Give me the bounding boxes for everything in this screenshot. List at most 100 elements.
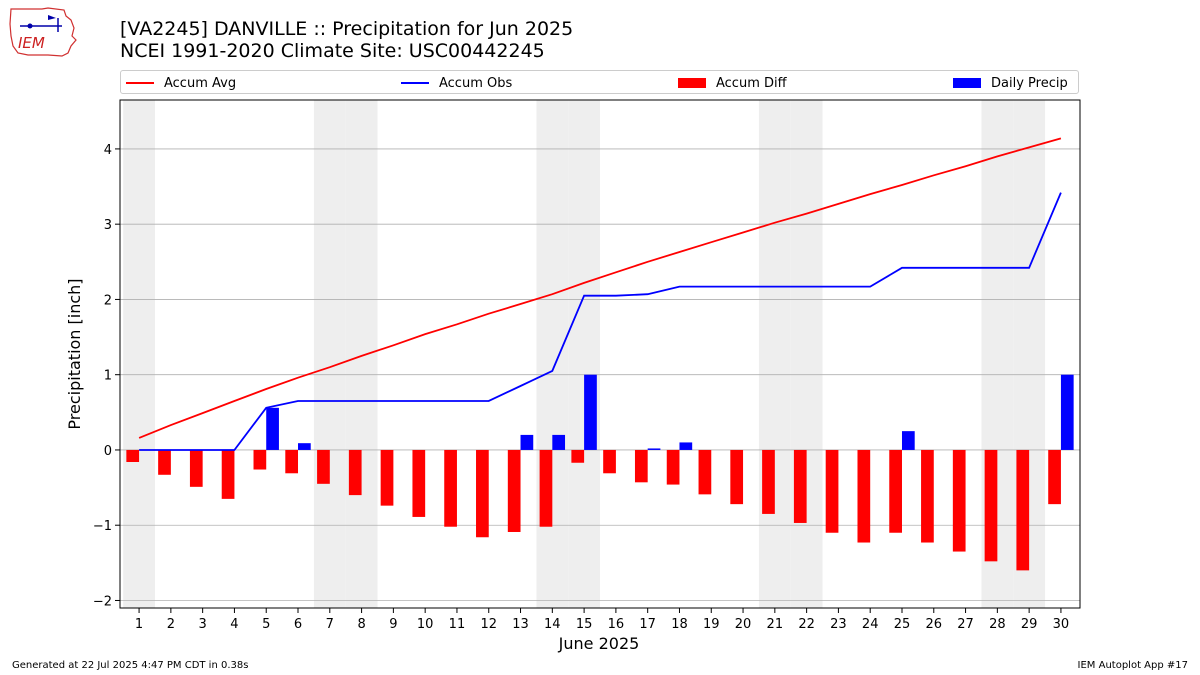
bar-daily-precip-day-25 <box>901 431 915 450</box>
legend-item-accum-avg: Accum Avg <box>126 71 236 95</box>
weekend-band-1 <box>123 100 155 608</box>
weekend-shading <box>123 100 1046 608</box>
chart-title: [VA2245] DANVILLE :: Precipitation for J… <box>120 18 574 40</box>
bar-daily-precip-day-6 <box>298 443 311 450</box>
bar-accum-diff-day-23 <box>825 449 839 533</box>
x-tick-label: 30 <box>1053 617 1070 632</box>
legend-label-accum-diff: Accum Diff <box>716 75 787 91</box>
x-tick-label: 17 <box>639 617 656 632</box>
weekend-band-14 <box>536 100 569 608</box>
x-tick-label: 10 <box>417 617 434 632</box>
bar-accum-diff-day-12 <box>476 449 489 538</box>
y-tick-label: −1 <box>93 519 112 534</box>
x-tick-label: 14 <box>544 617 561 632</box>
bar-accum-diff-day-21 <box>762 449 775 514</box>
x-tick-label: 12 <box>480 617 497 632</box>
bar-accum-diff-day-14 <box>539 449 553 527</box>
y-tick-label: 3 <box>104 218 112 233</box>
x-tick-label: 4 <box>230 617 238 632</box>
generated-timestamp: Generated at 22 Jul 2025 4:47 PM CDT in … <box>12 660 249 671</box>
y-tick-label: 1 <box>104 369 112 384</box>
bar-accum-diff-day-24 <box>857 449 871 543</box>
y-axis-label: Precipitation [inch] <box>65 278 84 429</box>
legend-swatch-accum-obs <box>401 82 429 84</box>
x-axis-label: June 2025 <box>558 634 640 653</box>
x-tick-label: 8 <box>357 617 365 632</box>
gridlines <box>120 148 1080 601</box>
logo-text: IEM <box>18 34 45 52</box>
x-tick-label: 27 <box>957 617 974 632</box>
bar-accum-diff-day-17 <box>634 449 648 483</box>
bar-accum-diff-day-1 <box>126 449 140 462</box>
bar-daily-precip-day-18 <box>679 442 693 450</box>
x-tick-label: 3 <box>199 617 207 632</box>
legend-label-accum-avg: Accum Avg <box>164 75 237 91</box>
bar-accum-diff-day-10 <box>412 449 426 517</box>
x-tick-label: 20 <box>735 617 752 632</box>
x-tick-label: 15 <box>576 617 593 632</box>
y-tick-label: −2 <box>93 594 112 609</box>
bar-daily-precip-day-17 <box>647 448 661 450</box>
lines <box>138 137 1062 451</box>
bar-accum-diff-day-2 <box>158 449 171 475</box>
plot-frame <box>119 99 1081 609</box>
x-tick-label: 11 <box>449 617 466 632</box>
legend: Accum Avg Accum Obs Accum Diff Daily Pre… <box>120 70 1079 94</box>
x-tick-label: 26 <box>926 617 943 632</box>
legend-label-accum-obs: Accum Obs <box>439 75 513 91</box>
chart-subtitle: NCEI 1991-2020 Climate Site: USC00442245 <box>120 40 545 62</box>
legend-swatch-accum-diff <box>678 78 706 88</box>
legend-item-accum-obs: Accum Obs <box>401 71 512 95</box>
bar-accum-diff-day-5 <box>253 449 267 470</box>
x-tick-label: 23 <box>830 617 847 632</box>
x-tick-label: 18 <box>671 617 688 632</box>
legend-swatch-accum-avg <box>126 82 154 84</box>
x-tick-label: 24 <box>862 617 879 632</box>
bar-accum-diff-day-22 <box>793 449 807 523</box>
x-tick-label: 6 <box>294 617 302 632</box>
y-tick-label: 0 <box>104 444 112 459</box>
bar-daily-precip-day-30 <box>1060 374 1074 450</box>
x-tick-label: 9 <box>389 617 397 632</box>
y-tick-label: 4 <box>104 143 112 158</box>
bar-accum-diff-day-8 <box>348 449 362 496</box>
bar-accum-diff-day-9 <box>380 449 394 506</box>
bar-accum-diff-day-20 <box>730 449 744 505</box>
x-tick-label: 21 <box>767 617 784 632</box>
bar-daily-precip-day-13 <box>520 434 534 450</box>
legend-item-accum-diff: Accum Diff <box>678 71 787 95</box>
bar-accum-diff-day-28 <box>984 449 998 562</box>
x-tick-label: 28 <box>989 617 1006 632</box>
x-tick-label: 25 <box>894 617 911 632</box>
weekend-band-21 <box>758 100 791 608</box>
x-tick-label: 2 <box>167 617 175 632</box>
bar-accum-diff-day-19 <box>698 449 712 495</box>
x-tick-label: 1 <box>135 617 143 632</box>
x-tick-label: 13 <box>512 617 529 632</box>
bar-accum-diff-day-3 <box>189 449 203 487</box>
legend-item-daily-precip: Daily Precip <box>953 71 1068 95</box>
bar-accum-diff-day-30 <box>1048 449 1061 505</box>
x-tick-label: 29 <box>1021 617 1038 632</box>
weekend-band-15 <box>568 100 600 608</box>
line-accum-avg <box>138 137 1062 439</box>
x-tick-label: 19 <box>703 617 720 632</box>
x-tick-label: 5 <box>262 617 270 632</box>
weekend-band-8 <box>345 100 378 608</box>
bar-accum-diff-day-7 <box>317 449 330 484</box>
legend-label-daily-precip: Daily Precip <box>991 75 1068 91</box>
bar-daily-precip-day-5 <box>266 407 279 450</box>
x-tick-label: 16 <box>608 617 625 632</box>
bar-accum-diff-day-26 <box>921 449 934 543</box>
bar-daily-precip-day-15 <box>584 374 597 450</box>
y-tick-label: 2 <box>104 293 112 308</box>
iem-logo: IEM <box>9 7 77 57</box>
bar-accum-diff-day-29 <box>1016 449 1030 571</box>
bar-accum-diff-day-4 <box>221 449 235 499</box>
bar-daily-precip-day-14 <box>552 434 566 450</box>
bar-accum-diff-day-13 <box>507 449 521 532</box>
bars <box>126 374 1074 571</box>
bar-accum-diff-day-27 <box>952 449 966 552</box>
